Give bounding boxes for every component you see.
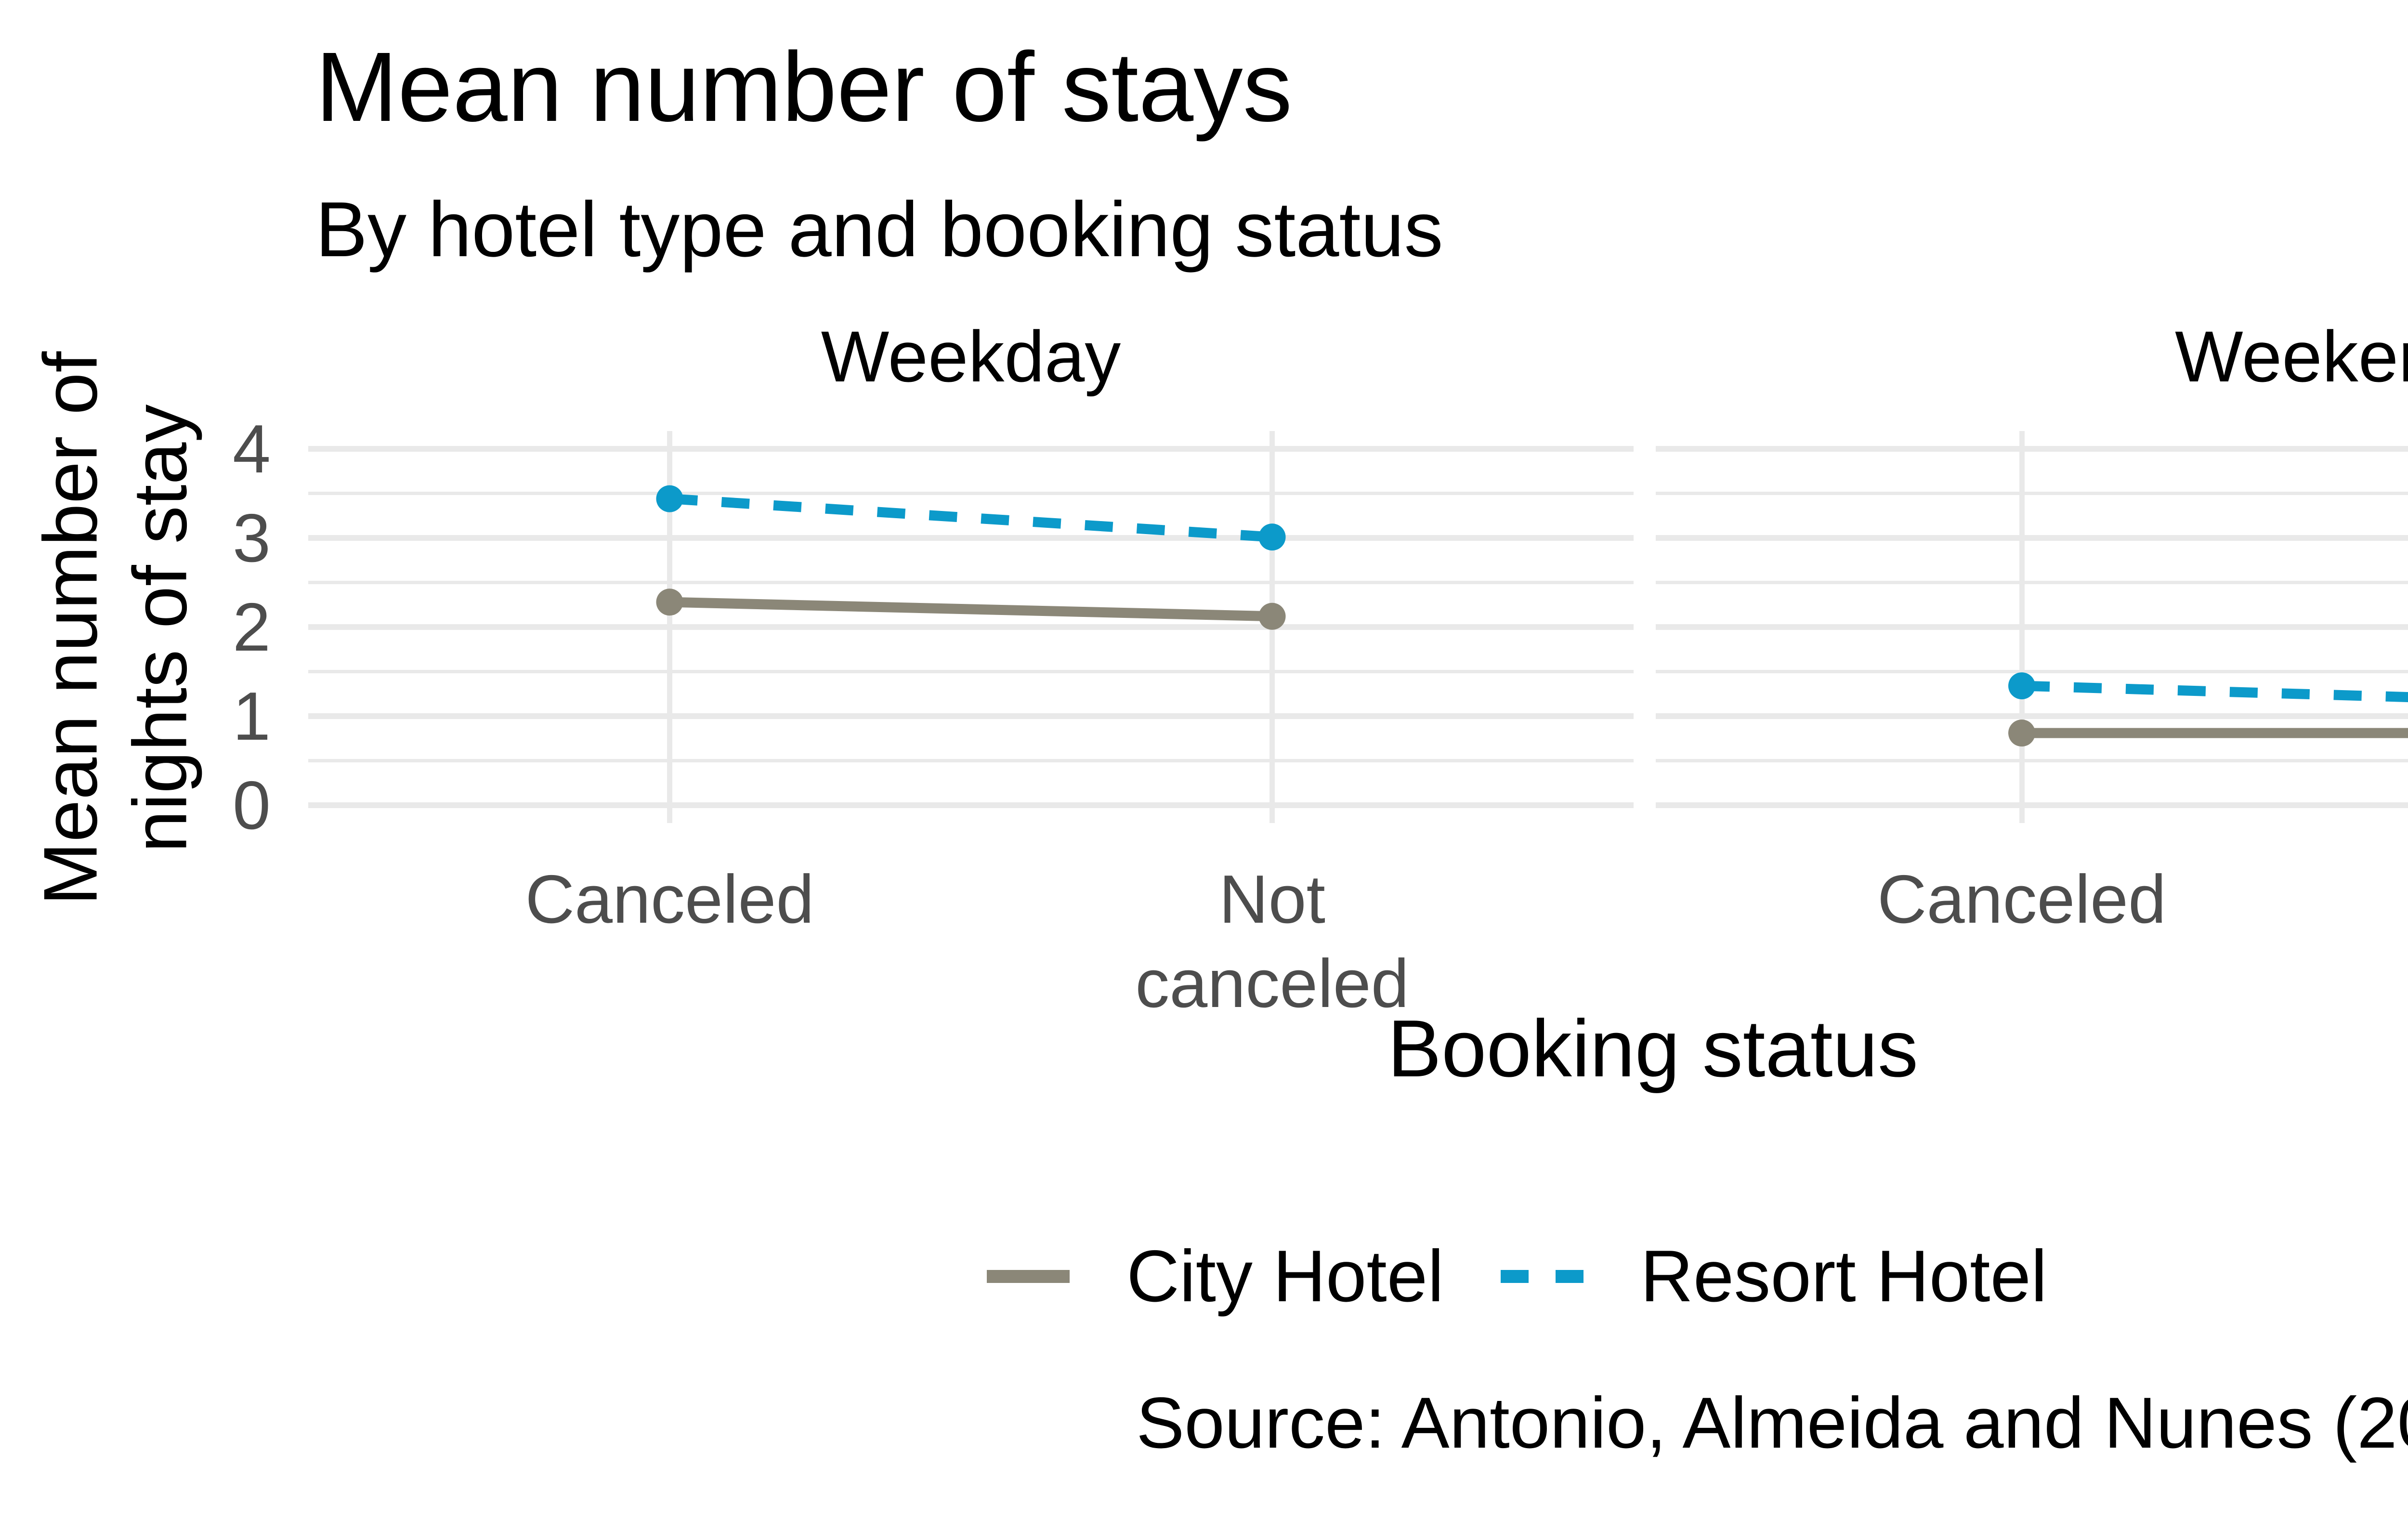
- series-layer: [2008, 672, 2408, 747]
- y-tick-label: 1: [233, 678, 271, 755]
- x-tick-label: Canceled: [1877, 861, 2166, 938]
- facet-strip-weekend: Weekend: [2175, 316, 2408, 397]
- series-layer: [656, 485, 1286, 630]
- y-axis-title-line1: Mean number of: [28, 351, 113, 906]
- gridline-minor: [1656, 581, 2408, 584]
- gridline-minor: [308, 492, 1634, 495]
- gridline-major: [308, 624, 1634, 630]
- series-line-resort-hotel: [669, 494, 1273, 542]
- y-tick-label: 3: [233, 500, 271, 576]
- series-line-city-hotel: [669, 597, 1272, 622]
- gridline-minor: [308, 759, 1634, 762]
- gridline-category: [2019, 431, 2025, 823]
- series-line-resort-hotel: [2021, 680, 2408, 703]
- x-tick-label: Canceled: [525, 861, 814, 938]
- chart-title: Mean number of stays: [315, 32, 1293, 142]
- data-point-resort-hotel: [2008, 672, 2036, 700]
- legend-key-city-hotel: [987, 1269, 1070, 1283]
- data-point-city-hotel: [656, 588, 683, 616]
- gridline-minor: [308, 581, 1634, 584]
- gridline-major: [1656, 802, 2408, 808]
- data-point-resort-hotel: [656, 485, 683, 512]
- legend-label-resort-hotel: Resort Hotel: [1640, 1235, 2047, 1317]
- x-tick-label: Not canceled: [1135, 861, 1409, 1022]
- gridline-minor: [1656, 492, 2408, 495]
- gridline-major: [1656, 624, 2408, 630]
- facet-strip-weekday: Weekday: [821, 316, 1121, 397]
- source-caption: Source: Antonio, Almeida and Nunes (2019…: [1136, 1382, 2408, 1463]
- legend-label-city-hotel: City Hotel: [1126, 1235, 1444, 1317]
- chart-subtitle: By hotel type and booking status: [315, 186, 1443, 273]
- gridline-minor: [1656, 759, 2408, 762]
- y-tick-label: 2: [233, 589, 271, 666]
- facet-panel-weekday: Canceled Not canceled: [308, 431, 1634, 1022]
- data-point-resort-hotel: [1258, 523, 1286, 551]
- legend-key-resort-hotel: [1501, 1269, 1584, 1283]
- gridline-major: [308, 446, 1634, 452]
- y-tick-label: 4: [233, 411, 271, 487]
- gridline-major: [308, 713, 1634, 719]
- gridline-major: [1656, 446, 2408, 452]
- gridline-major: [1656, 713, 2408, 719]
- gridline-minor: [308, 670, 1634, 673]
- gridline-major: [308, 535, 1634, 541]
- gridline-major: [308, 802, 1634, 808]
- x-axis-title: Booking status: [1387, 1003, 1918, 1094]
- gridline-major: [1656, 535, 2408, 541]
- y-tick-label: 0: [233, 767, 271, 844]
- legend: City Hotel Resort Hotel: [0, 1223, 2408, 1329]
- gridline-category: [667, 431, 672, 823]
- data-point-city-hotel: [2008, 719, 2036, 747]
- data-point-city-hotel: [1258, 602, 1286, 630]
- gridline-minor: [1656, 670, 2408, 673]
